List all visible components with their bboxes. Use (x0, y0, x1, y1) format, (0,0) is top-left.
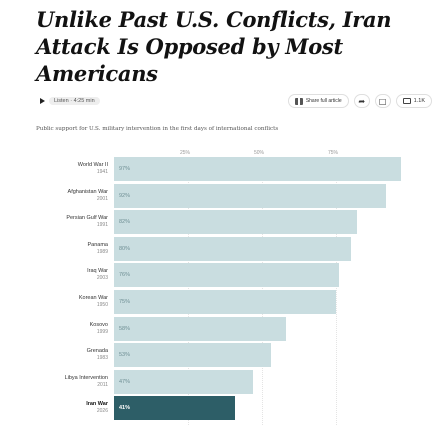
year-label: 2011 (97, 381, 108, 388)
chart-row: Iran War 2026 41% (0, 396, 444, 422)
data-label: 82% (119, 219, 131, 226)
category-label: Afghanistan War (67, 188, 108, 195)
data-label: 58% (119, 325, 131, 332)
gridline (336, 157, 337, 425)
axis-tick-label: 25% (180, 150, 191, 156)
listen-label: Listen · 4:25 min (49, 97, 100, 105)
chart-row: Korean War 1950 75% (0, 290, 444, 316)
data-label: 97% (119, 166, 131, 172)
share-full-article-button[interactable]: Share full article (287, 94, 349, 108)
category-label: Libya Intervention (64, 374, 108, 381)
share-label: Share full article (305, 98, 342, 104)
category-label: Grenada (86, 348, 108, 355)
play-icon (40, 98, 45, 104)
bar: 58% (114, 316, 286, 341)
listen-button[interactable]: Listen · 4:25 min (36, 94, 104, 108)
bar: 97% (114, 157, 402, 181)
gift-icon (294, 97, 303, 105)
data-label: 75% (119, 299, 131, 305)
chart-subtitle: Public support for U.S. military interve… (36, 126, 279, 132)
bar: 41% (114, 396, 236, 421)
year-label: 1941 (96, 169, 108, 175)
bar: 76% (114, 263, 339, 288)
article-toolbar: Listen · 4:25 min Share full article ➦ □… (36, 93, 432, 109)
category-label: Korean War (78, 295, 108, 301)
chart-row: Libya Intervention 2011 47% (0, 369, 444, 396)
chart-row: World War II 1941 97% (0, 157, 444, 183)
year-label: 1999 (96, 328, 108, 335)
bar: 75% (114, 290, 336, 314)
data-label: 41% (119, 405, 131, 412)
comments-button[interactable]: 1.1K (395, 94, 432, 108)
year-label: 1989 (96, 248, 108, 255)
comment-icon (402, 98, 411, 104)
category-label: Kosovo (89, 321, 108, 328)
data-label: 47% (119, 378, 131, 385)
data-label: 76% (119, 272, 131, 279)
chart-row: Persian Gulf War 1991 82% (0, 210, 444, 236)
category-label: Panama (87, 241, 109, 248)
axis-tick-label: 50% (254, 150, 265, 156)
axis-tick-label: 75% (328, 150, 339, 156)
bar: 47% (114, 369, 254, 394)
year-label: 2026 (96, 408, 108, 415)
category-label: World War II (77, 162, 108, 168)
category-label: Persian Gulf War (66, 215, 108, 222)
bar: 92% (114, 183, 387, 208)
bookmark-icon: □ (378, 96, 387, 106)
share-button[interactable]: ➦ (353, 94, 370, 108)
year-label: 2001 (96, 195, 108, 202)
chart-row: Afghanistan War 2001 92% (0, 183, 444, 210)
toolbar-actions: Share full article ➦ □ 1.1K (287, 94, 432, 108)
year-label: 1991 (96, 222, 108, 229)
data-label: 80% (119, 245, 131, 252)
headline: Unlike Past U.S. Conflicts, Iran Attack … (36, 7, 392, 86)
data-label: 92% (119, 192, 131, 199)
chart-row: Kosovo 1999 58% (0, 316, 444, 343)
year-label: 1983 (96, 355, 108, 362)
year-label: 2003 (96, 275, 108, 282)
bar: 82% (114, 210, 357, 235)
year-label: 1950 (96, 302, 108, 308)
bar: 53% (114, 343, 271, 368)
save-button[interactable]: □ (374, 94, 391, 108)
share-icon: ➦ (358, 96, 366, 106)
chart-row: Iraq War 2003 76% (0, 263, 444, 289)
comments-count: 1.1K (413, 98, 425, 104)
bar: 80% (114, 236, 351, 261)
chart-row: Panama 1989 80% (0, 236, 444, 263)
data-label: 53% (119, 352, 131, 359)
category-label: Iran War (86, 401, 108, 408)
category-label: Iraq War (87, 268, 108, 275)
chart-row: Grenada 1983 53% (0, 343, 444, 369)
